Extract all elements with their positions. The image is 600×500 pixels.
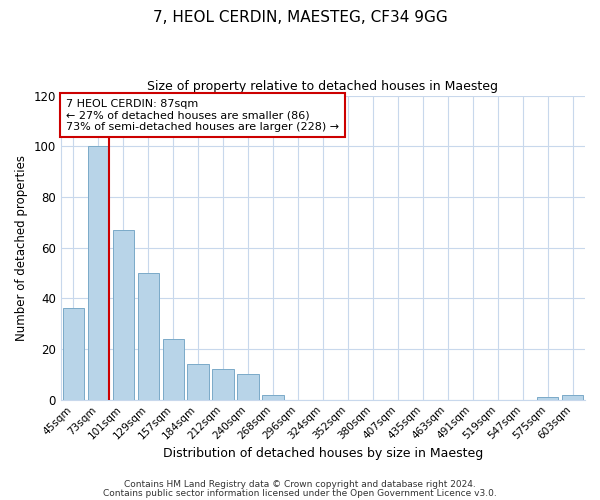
Y-axis label: Number of detached properties: Number of detached properties (15, 154, 28, 340)
Bar (163, 339, 184, 400)
Text: 7, HEOL CERDIN, MAESTEG, CF34 9GG: 7, HEOL CERDIN, MAESTEG, CF34 9GG (152, 10, 448, 25)
Bar (62, 308, 84, 400)
Bar (212, 370, 233, 400)
Bar (137, 273, 159, 400)
Bar (88, 146, 109, 400)
Title: Size of property relative to detached houses in Maesteg: Size of property relative to detached ho… (148, 80, 499, 93)
Bar (262, 394, 284, 400)
Text: Contains HM Land Registry data © Crown copyright and database right 2024.: Contains HM Land Registry data © Crown c… (124, 480, 476, 489)
Bar (187, 364, 209, 400)
X-axis label: Distribution of detached houses by size in Maesteg: Distribution of detached houses by size … (163, 447, 483, 460)
Text: 7 HEOL CERDIN: 87sqm
← 27% of detached houses are smaller (86)
73% of semi-detac: 7 HEOL CERDIN: 87sqm ← 27% of detached h… (66, 98, 339, 132)
Bar (113, 230, 134, 400)
Bar (238, 374, 259, 400)
Text: Contains public sector information licensed under the Open Government Licence v3: Contains public sector information licen… (103, 489, 497, 498)
Bar (537, 397, 558, 400)
Bar (562, 394, 583, 400)
